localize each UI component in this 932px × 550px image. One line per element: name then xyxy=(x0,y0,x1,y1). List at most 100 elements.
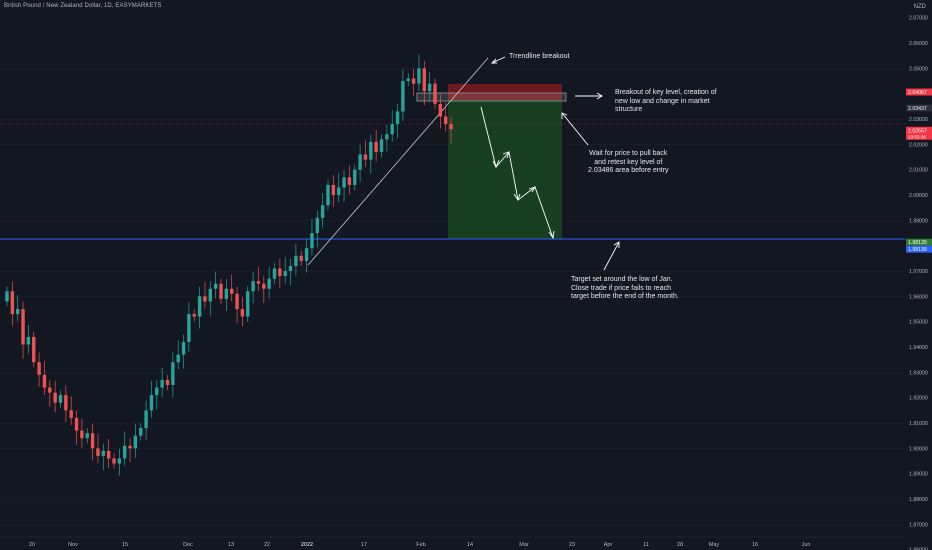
price-badge-label: 2.03437 xyxy=(908,106,927,112)
candle-body xyxy=(213,283,218,289)
candle-body xyxy=(21,309,25,345)
arrow-target-line xyxy=(603,241,620,271)
candle-body xyxy=(128,445,132,449)
time-label: Apr xyxy=(604,542,613,548)
candle-body xyxy=(224,288,229,299)
arrow-pullback-head xyxy=(561,112,568,119)
candle-body xyxy=(331,184,336,196)
candle-body xyxy=(411,78,416,84)
candle-body xyxy=(438,103,443,117)
time-label: 28 xyxy=(677,542,683,548)
time-label: Dec xyxy=(183,542,193,548)
time-label: Nov xyxy=(68,542,78,548)
candle-body xyxy=(58,395,63,403)
candle-body xyxy=(395,111,400,125)
annotation-line: target before the end of the month. xyxy=(571,293,679,300)
arrow-keylevel-head xyxy=(596,92,603,100)
candle-body xyxy=(326,184,330,206)
price-badge xyxy=(906,245,932,253)
candle-body xyxy=(32,336,36,363)
annotation-line: structure xyxy=(615,106,643,113)
profit-zone xyxy=(448,100,562,239)
candle-body xyxy=(26,336,31,345)
candle-body xyxy=(422,68,426,92)
candle-body xyxy=(310,233,314,249)
candle-body xyxy=(427,83,432,92)
price-tick-label: 1.97000 xyxy=(909,269,928,275)
time-label: Jun xyxy=(802,542,811,548)
candles xyxy=(5,54,453,476)
arrow-breakout-line xyxy=(491,56,506,64)
candle-body xyxy=(347,177,352,185)
price-tick-label: 2.02000 xyxy=(909,142,928,148)
arrowhead-5 xyxy=(548,230,555,240)
projection-path xyxy=(480,56,620,271)
candle-body xyxy=(449,124,453,130)
time-label: Feb xyxy=(416,542,425,548)
time-label: Mar xyxy=(519,542,529,548)
candle-body xyxy=(219,283,223,299)
price-badge-label: 2.04067 xyxy=(908,90,927,96)
price-tick-label: 2.05000 xyxy=(909,66,928,72)
candle-body xyxy=(123,445,127,459)
candle-body xyxy=(417,68,421,84)
candle-body xyxy=(133,435,138,449)
candle-body xyxy=(160,379,164,388)
annotation-pullback: Wait for price to pull back and retest k… xyxy=(588,150,669,176)
candle-body xyxy=(101,450,105,456)
price-tick-label: 1.94000 xyxy=(909,345,928,351)
candle-body xyxy=(374,141,378,152)
candle-body xyxy=(406,78,410,82)
price-tick-label: 1.88000 xyxy=(909,497,928,503)
candle-body xyxy=(288,265,293,272)
candle-body xyxy=(342,177,346,188)
price-badge xyxy=(906,238,932,246)
candle-body xyxy=(278,268,282,277)
annotation-line: and retest key level of xyxy=(594,158,663,166)
candle-body xyxy=(48,387,52,393)
candle-body xyxy=(379,139,384,152)
candle-body xyxy=(385,134,389,140)
time-label: 13 xyxy=(228,542,234,548)
candle-body xyxy=(315,217,319,234)
arrowhead-4 xyxy=(528,186,537,193)
time-label: 22 xyxy=(264,542,270,548)
candle-body xyxy=(117,458,122,464)
price-badge-label: 2.02557 xyxy=(908,128,927,134)
time-axis[interactable] xyxy=(0,537,932,550)
time-label: May xyxy=(709,542,720,548)
time-label: 2022 xyxy=(301,542,313,548)
candle-body xyxy=(64,395,68,411)
candle-body xyxy=(337,187,341,196)
arrow-target-head xyxy=(613,241,620,248)
projection-zigzag xyxy=(480,106,554,239)
candle-body xyxy=(320,205,325,218)
candle-body xyxy=(197,296,202,317)
candle-body xyxy=(304,248,309,261)
candle-body xyxy=(235,293,239,310)
price-badge xyxy=(906,126,932,140)
candle-body xyxy=(90,433,95,449)
price-tick-label: 1.93000 xyxy=(909,370,928,376)
candle-body xyxy=(358,154,362,170)
candle-body xyxy=(192,314,196,317)
trendline xyxy=(307,57,489,266)
price-tick-label: 1.86000 xyxy=(909,548,928,550)
candle-body xyxy=(85,433,89,439)
arrow-pullback-line xyxy=(561,112,589,146)
candle-body xyxy=(74,417,79,431)
price-badge xyxy=(906,88,932,96)
candle-body xyxy=(171,362,175,386)
price-badge-countdown: 23:55:36 xyxy=(908,134,926,139)
candle-body xyxy=(230,288,234,294)
candle-body xyxy=(299,255,303,261)
candle-body xyxy=(353,169,357,185)
candle-body xyxy=(203,296,207,302)
time-label: 14 xyxy=(467,542,473,548)
candle-body xyxy=(283,271,287,277)
candle-body xyxy=(53,392,57,403)
time-label: 11 xyxy=(643,542,649,548)
annotation-target: Target set around the low of Jan. Close … xyxy=(571,276,679,302)
candle-body xyxy=(16,309,20,315)
